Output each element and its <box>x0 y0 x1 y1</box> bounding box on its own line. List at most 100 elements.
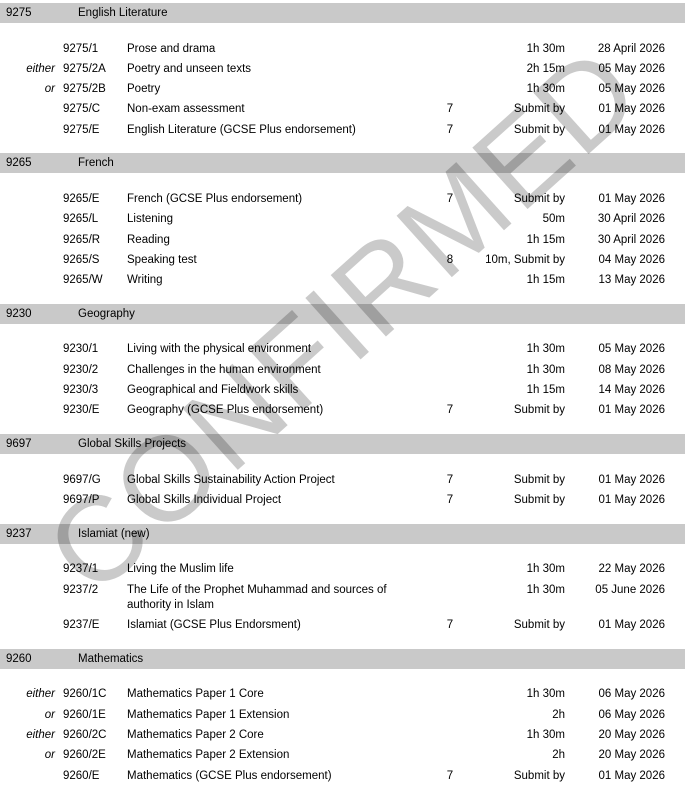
table-row: 9230/2 Challenges in the human environme… <box>0 360 685 380</box>
duration-label: Submit by <box>513 619 565 632</box>
paper-code: 9275/2A <box>63 62 106 75</box>
component-key: 7 <box>446 493 454 506</box>
either-or-label: either <box>26 688 55 701</box>
exam-date: 20 May 2026 <box>598 749 666 762</box>
duration-label: 1h 15m <box>526 384 565 397</box>
exam-date: 06 May 2026 <box>598 688 666 701</box>
exam-date: 01 May 2026 <box>598 769 666 782</box>
duration-label: 1h 15m <box>526 274 565 287</box>
exam-date: 01 May 2026 <box>598 192 666 205</box>
table-row: 9275/E English Literature (GCSE Plus end… <box>0 120 685 140</box>
paper-title: Geographical and Fieldwork skills <box>127 384 299 397</box>
paper-code: 9237/E <box>63 619 100 632</box>
section-code: 9265 <box>6 157 32 170</box>
paper-code: 9230/E <box>63 404 100 417</box>
duration-label: 1h 30m <box>526 563 565 576</box>
section-rows: 9697/G Global Skills Sustainability Acti… <box>0 454 685 524</box>
duration-label: Submit by <box>513 493 565 506</box>
duration-label: Submit by <box>513 123 565 136</box>
duration-label: 50m <box>542 213 565 226</box>
table-row: either 9275/2A Poetry and unseen texts 2… <box>0 59 685 79</box>
duration-label: Submit by <box>513 192 565 205</box>
paper-code: 9260/E <box>63 769 100 782</box>
table-row: 9265/S Speaking test 8 10m, Submit by 04… <box>0 250 685 270</box>
exam-date: 01 May 2026 <box>598 493 666 506</box>
duration-label: Submit by <box>513 769 565 782</box>
component-key: 7 <box>446 192 454 205</box>
paper-title: Mathematics Paper 2 Extension <box>127 749 290 762</box>
exam-date: 01 May 2026 <box>598 123 666 136</box>
paper-title: Islamiat (GCSE Plus Endorsment) <box>127 619 301 632</box>
paper-title: The Life of the Prophet Muhammad and sou… <box>127 583 387 611</box>
section-rows: either 9260/1C Mathematics Paper 1 Core … <box>0 669 685 799</box>
table-row: 9697/G Global Skills Sustainability Acti… <box>0 470 685 490</box>
section-title: French <box>78 157 114 170</box>
table-row: 9265/L Listening 50m 30 April 2026 <box>0 210 685 230</box>
either-or-label: either <box>26 729 55 742</box>
exam-date: 01 May 2026 <box>598 404 666 417</box>
exam-date: 20 May 2026 <box>598 729 666 742</box>
duration-label: 1h 30m <box>526 363 565 376</box>
paper-title: Listening <box>127 213 174 226</box>
duration-label: 1h 30m <box>526 83 565 96</box>
paper-title: French (GCSE Plus endorsement) <box>127 192 303 205</box>
component-key: 7 <box>446 404 454 417</box>
paper-title: Mathematics Paper 1 Core <box>127 688 264 701</box>
duration-label: Submit by <box>513 473 565 486</box>
paper-code: 9230/1 <box>63 343 99 356</box>
paper-code: 9275/E <box>63 123 100 136</box>
exam-date: 13 May 2026 <box>598 274 666 287</box>
paper-title: Writing <box>127 274 163 287</box>
subject-section: 9697 Global Skills Projects 9697/G Globa… <box>0 434 685 524</box>
paper-code: 9265/L <box>63 213 99 226</box>
exam-date: 22 May 2026 <box>598 563 666 576</box>
section-code: 9697 <box>6 438 32 451</box>
paper-code: 9265/E <box>63 192 100 205</box>
exam-date: 30 April 2026 <box>597 213 665 226</box>
paper-code: 9237/1 <box>63 563 99 576</box>
paper-title: Global Skills Sustainability Action Proj… <box>127 473 335 486</box>
either-or-label: or <box>44 708 55 721</box>
duration-label: 1h 30m <box>526 688 565 701</box>
section-header: 9237 Islamiat (new) <box>0 523 685 544</box>
paper-code: 9697/P <box>63 493 100 506</box>
exam-date: 05 May 2026 <box>598 62 666 75</box>
subject-section: 9265 French 9265/E French (GCSE Plus end… <box>0 153 685 303</box>
section-header: 9275 English Literature <box>0 3 685 23</box>
either-or-label: either <box>26 62 55 75</box>
duration-label: 10m, Submit by <box>485 253 565 266</box>
paper-title: Prose and drama <box>127 42 216 55</box>
section-code: 9230 <box>6 307 32 320</box>
duration-label: 2h <box>552 749 565 762</box>
paper-title: Poetry and unseen texts <box>127 62 252 75</box>
paper-code: 9260/1E <box>63 708 106 721</box>
duration-label: 1h 30m <box>526 583 565 596</box>
duration-label: 2h <box>552 708 565 721</box>
section-title: Islamiat (new) <box>78 527 150 540</box>
table-row: 9237/E Islamiat (GCSE Plus Endorsment) 7… <box>0 616 685 636</box>
exam-date: 01 May 2026 <box>598 473 666 486</box>
table-row: 9265/E French (GCSE Plus endorsement) 7 … <box>0 189 685 209</box>
paper-title: Living with the physical environment <box>127 343 312 356</box>
paper-code: 9265/W <box>63 274 103 287</box>
paper-code: 9265/S <box>63 253 100 266</box>
paper-title: Speaking test <box>127 253 197 266</box>
paper-code: 9230/3 <box>63 384 99 397</box>
component-key: 8 <box>446 253 454 266</box>
exam-date: 05 June 2026 <box>595 583 665 596</box>
paper-title: Mathematics Paper 1 Extension <box>127 708 290 721</box>
table-row: 9265/R Reading 1h 15m 30 April 2026 <box>0 230 685 250</box>
duration-label: 1h 15m <box>526 233 565 246</box>
paper-title: English Literature (GCSE Plus endorsemen… <box>127 123 356 136</box>
section-rows: 9275/1 Prose and drama 1h 30m 28 April 2… <box>0 23 685 153</box>
section-code: 9260 <box>6 652 32 665</box>
component-key: 7 <box>446 769 454 782</box>
section-title: English Literature <box>78 7 168 19</box>
table-row: 9275/C Non-exam assessment 7 Submit by 0… <box>0 100 685 120</box>
paper-title: Challenges in the human environment <box>127 363 321 376</box>
subject-section: 9275 English Literature 9275/1 Prose and… <box>0 3 685 153</box>
paper-title: Living the Muslim life <box>127 563 234 576</box>
paper-code: 9230/2 <box>63 363 99 376</box>
table-row: 9237/1 Living the Muslim life 1h 30m 22 … <box>0 560 685 580</box>
table-row: or 9260/1E Mathematics Paper 1 Extension… <box>0 705 685 725</box>
